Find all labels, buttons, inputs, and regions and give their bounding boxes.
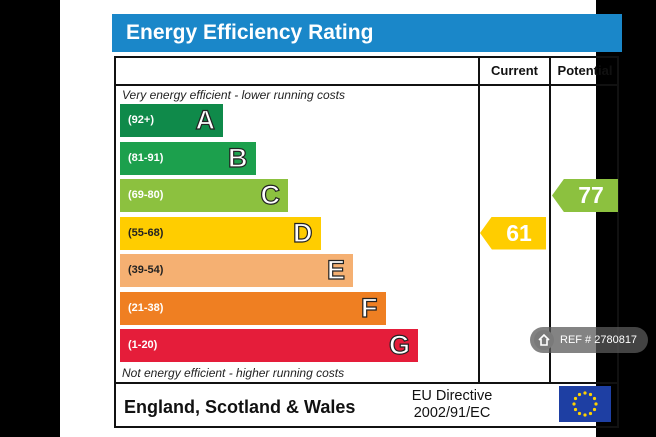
chart-title: Energy Efficiency Rating — [112, 14, 622, 52]
reference-text: REF # 2780817 — [560, 334, 638, 346]
band-range: (81-91) — [128, 151, 164, 164]
band-c: (69-80) C — [120, 179, 288, 212]
eu-star — [572, 402, 576, 406]
current-column-header: Current — [491, 63, 538, 78]
band-range: (55-68) — [128, 226, 164, 239]
eu-star — [588, 411, 593, 416]
band-letter: G — [388, 329, 410, 360]
region-label: England, Scotland & Wales — [124, 397, 356, 417]
epc-page: Energy Efficiency Rating Current Potenti… — [60, 0, 622, 437]
band-range: (1-20) — [128, 339, 158, 351]
eu-star — [592, 396, 597, 401]
eu-star — [573, 396, 578, 401]
band-b: (81-91) B — [120, 141, 256, 175]
bottom-caption: Not energy efficient - higher running co… — [122, 366, 345, 380]
footer-divider — [116, 382, 617, 384]
band-d: (55-68) D — [120, 216, 321, 250]
band-range: (21-38) — [128, 301, 164, 314]
header-divider — [116, 84, 617, 86]
current-rating-arrow-value: 61 — [506, 219, 532, 246]
band-a: (92+) A — [120, 104, 223, 137]
band-letter: C — [260, 179, 281, 210]
eu-star — [592, 407, 597, 412]
eu-star — [577, 411, 582, 416]
band-f: (21-38) F — [120, 291, 386, 325]
eu-star — [583, 391, 587, 395]
band-letter: F — [360, 292, 378, 323]
band-g: (1-20) G — [120, 329, 418, 362]
eu-star — [583, 413, 587, 417]
band-letter: E — [326, 254, 345, 285]
eu-star — [577, 392, 582, 397]
band-range: (92+) — [128, 114, 154, 126]
band-letter: B — [227, 142, 248, 173]
eu-star — [573, 407, 578, 412]
directive-line-1: EU Directive — [411, 388, 493, 404]
top-caption: Very energy efficient - lower running co… — [122, 88, 345, 102]
potential-rating-arrow: 77 — [552, 179, 618, 212]
reference-badge: REF # 2780817 — [530, 327, 648, 353]
directive-line-2: 2002/91/EC — [413, 405, 491, 421]
band-range: (39-54) — [128, 264, 164, 276]
band-letter: A — [195, 104, 216, 135]
eu-directive: EU Directive 2002/91/EC — [406, 388, 498, 422]
potential-column-divider — [549, 58, 551, 382]
current-column-divider — [478, 58, 480, 382]
eu-star — [594, 402, 598, 406]
band-range: (69-80) — [128, 189, 164, 201]
rating-frame: Current Potential Very energy efficient … — [114, 56, 619, 428]
band-e: (39-54) E — [120, 254, 353, 287]
potential-rating-arrow-value: 77 — [578, 182, 604, 208]
band-letter: D — [292, 217, 313, 248]
eu-star — [588, 392, 593, 397]
potential-column-header: Potential — [557, 63, 613, 78]
eu-flag-icon — [559, 386, 611, 422]
home-icon — [534, 330, 554, 350]
current-rating-arrow: 61 — [480, 216, 546, 250]
